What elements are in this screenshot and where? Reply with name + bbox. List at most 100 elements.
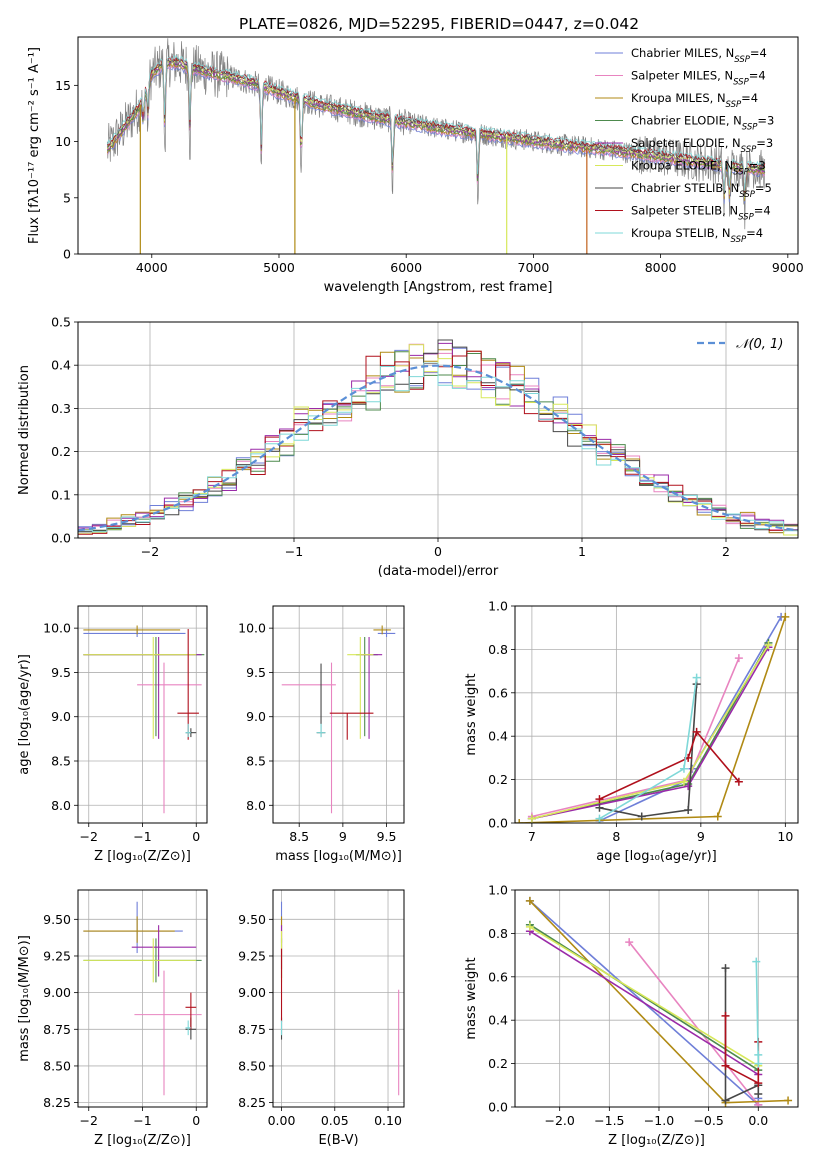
data-point bbox=[281, 662, 336, 814]
series-line bbox=[527, 641, 773, 823]
y-tick-label: 0.2 bbox=[51, 444, 71, 459]
y-tick-label: 0.2 bbox=[488, 772, 508, 787]
x-tick-label: −1.5 bbox=[594, 1113, 624, 1128]
y-tick-label: 1.0 bbox=[488, 599, 508, 614]
x-tick-label: 8 bbox=[612, 829, 620, 844]
x-tick-label: 9 bbox=[697, 829, 705, 844]
x-tick-label: −0.5 bbox=[693, 1113, 723, 1128]
series-line bbox=[752, 957, 763, 1068]
data-point bbox=[329, 712, 374, 740]
legend-entry: Kroupa STELIB, NSSP=4 bbox=[631, 226, 763, 245]
legend-entry: Salpeter MILES, NSSP=4 bbox=[631, 69, 766, 88]
series-path bbox=[529, 930, 759, 1076]
legend-entry: 𝒩(0, 1) bbox=[736, 337, 783, 352]
data-point bbox=[185, 992, 197, 1030]
series-marker bbox=[679, 764, 688, 773]
series-path bbox=[599, 730, 740, 800]
panel-spectrum: 4000 5000 6000 7000 8000 9000 0 5 10 15 wavelength… bbox=[27, 36, 804, 295]
y-tick-label: 9.00 bbox=[238, 985, 266, 1000]
series-marker bbox=[781, 612, 790, 621]
data-point bbox=[347, 637, 374, 739]
series-marker bbox=[692, 673, 701, 682]
legend-subscript: SSP bbox=[733, 168, 749, 178]
legend-subscript: SSP bbox=[741, 145, 757, 155]
legend: 𝒩(0, 1) bbox=[697, 337, 783, 352]
data-point bbox=[131, 925, 197, 977]
x-tick-label: 9000 bbox=[772, 260, 804, 275]
series-marker bbox=[721, 964, 730, 973]
plot-area bbox=[281, 625, 396, 814]
data-point bbox=[360, 637, 383, 739]
legend-count: =5 bbox=[755, 181, 772, 195]
y-tick-label: 1.0 bbox=[488, 883, 508, 898]
data-point bbox=[316, 723, 326, 738]
series-path bbox=[628, 941, 759, 1106]
y-tick-label: 0.6 bbox=[488, 969, 508, 984]
y-tick-label: 9.0 bbox=[51, 709, 71, 724]
x-tick-label: −1 bbox=[133, 1113, 151, 1128]
x-tick-label: 7000 bbox=[518, 260, 550, 275]
legend-subscript: SSP bbox=[733, 78, 749, 88]
legend-count: =4 bbox=[746, 226, 763, 240]
x-tick-label: −2 bbox=[80, 1113, 98, 1128]
series-path bbox=[529, 924, 759, 1071]
legend-subscript: SSP bbox=[726, 100, 742, 110]
data-point bbox=[177, 629, 199, 740]
data-point bbox=[134, 970, 202, 1096]
series-marker bbox=[692, 727, 701, 736]
legend-subscript: SSP bbox=[739, 190, 755, 200]
x-tick-label: 0.10 bbox=[374, 1113, 402, 1128]
legend-entry: Kroupa ELODIE, NSSP=3 bbox=[631, 159, 766, 178]
y-tick-label: 9.25 bbox=[238, 948, 266, 963]
data-point bbox=[373, 625, 391, 635]
y-tick-label: 8.25 bbox=[43, 1095, 71, 1110]
y-axis-label: Flux [fλ10⁻¹⁷ erg cm⁻² s⁻¹ A⁻¹] bbox=[27, 47, 42, 244]
plot-area bbox=[515, 612, 790, 823]
series-marker bbox=[754, 1059, 763, 1068]
legend-count: =3 bbox=[749, 159, 766, 173]
data-point bbox=[185, 723, 191, 738]
plot-area bbox=[83, 625, 205, 814]
y-tick-label: 8.5 bbox=[51, 754, 71, 769]
series-marker bbox=[754, 1079, 763, 1088]
y-tick-label: 8.75 bbox=[43, 1022, 71, 1037]
series-marker bbox=[721, 1011, 730, 1020]
y-tick-label: 0.4 bbox=[488, 729, 508, 744]
x-axis-label: wavelength [Angstrom, rest frame] bbox=[324, 280, 553, 295]
y-tick-label: 0 bbox=[63, 247, 71, 262]
series-marker bbox=[721, 1061, 730, 1070]
series-line bbox=[721, 1011, 763, 1088]
y-tick-label: 0.4 bbox=[51, 358, 71, 373]
legend-count: =4 bbox=[754, 204, 771, 218]
x-axis-label: Z [log₁₀(Z/Z⊙)] bbox=[94, 849, 191, 864]
series-marker bbox=[754, 1089, 763, 1098]
x-tick-label: 7 bbox=[528, 829, 536, 844]
y-tick-label: 9.5 bbox=[51, 665, 71, 680]
series-marker bbox=[515, 819, 524, 823]
panel-mass-vs-z: −2 −1 0 8.25 8.50 8.75 9.00 9.25 9.50 Z [log₁₀(Z/… bbox=[17, 889, 208, 1148]
y-axis-label: Normed distribution bbox=[17, 365, 32, 495]
series-marker bbox=[713, 812, 722, 821]
series-line bbox=[525, 920, 763, 1075]
x-axis-label: age [log₁₀(age/yr)] bbox=[596, 849, 717, 864]
x-axis-label: mass [log₁₀(M/M⊙)] bbox=[275, 849, 402, 864]
x-tick-label: 10 bbox=[777, 829, 793, 844]
residual-histogram bbox=[78, 339, 798, 533]
x-tick-label: 4000 bbox=[136, 260, 168, 275]
x-tick-label: 1 bbox=[578, 544, 586, 559]
y-tick-label: 15 bbox=[55, 78, 71, 93]
data-point bbox=[355, 637, 378, 737]
y-tick-label: 8.0 bbox=[246, 798, 266, 813]
series-marker bbox=[525, 896, 534, 905]
y-tick-label: 9.50 bbox=[43, 912, 71, 927]
legend-count: =3 bbox=[757, 114, 774, 128]
y-axis-label: age [log₁₀(age/yr)] bbox=[17, 654, 32, 775]
panel-mass-weight-vs-age: 7 8 9 10 0.0 0.2 0.4 0.6 0.8 1.0 age [log₁₀(age/yr… bbox=[464, 599, 799, 864]
series-marker bbox=[625, 938, 634, 947]
x-tick-label: 0 bbox=[192, 1113, 200, 1128]
series-line bbox=[595, 673, 701, 823]
y-tick-label: 0.0 bbox=[51, 531, 71, 546]
y-tick-label: 0.2 bbox=[488, 1056, 508, 1071]
y-tick-label: 9.50 bbox=[238, 912, 266, 927]
